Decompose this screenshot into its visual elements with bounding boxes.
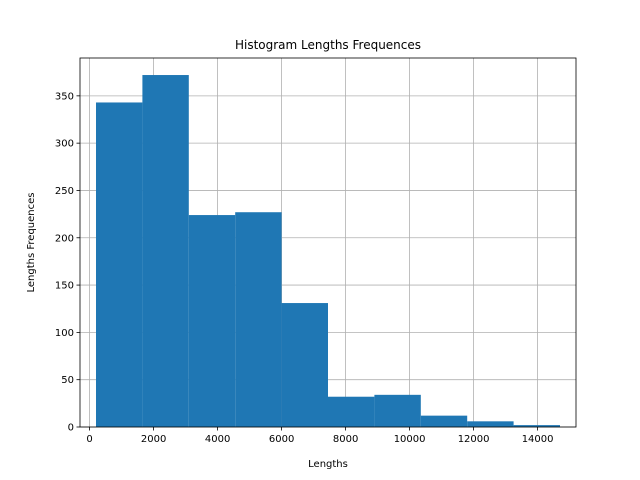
x-tick-label: 4000: [205, 434, 230, 445]
histogram-bar-2: [142, 75, 189, 428]
y-axis-title: Lengths Frequences: [26, 193, 37, 293]
y-tick-label: 200: [55, 233, 74, 244]
plot-frame: [79, 57, 577, 428]
x-tick-label: 8000: [333, 434, 358, 445]
x-axis-title: Lengths: [308, 459, 348, 470]
histogram-bar-1: [96, 102, 143, 427]
x-tick-label: 14000: [522, 434, 554, 445]
x-tick-label: 12000: [458, 434, 490, 445]
x-tick-label: 2000: [141, 434, 166, 445]
histogram-bar-5: [281, 303, 328, 427]
histogram-bar-8: [420, 415, 468, 427]
y-tick-label: 150: [55, 281, 74, 292]
histogram-bars: [96, 75, 560, 428]
histogram-bar-4: [235, 212, 282, 427]
histogram-bar-10: [513, 425, 560, 427]
y-tick-label: 250: [55, 186, 74, 197]
histogram-bar-3: [188, 215, 236, 427]
x-tick-label: 6000: [269, 434, 294, 445]
chart-title: Histogram Lengths Frequences: [235, 38, 421, 52]
histogram-bar-6: [328, 396, 375, 427]
y-tick-label: 0: [68, 423, 74, 434]
histogram-bar-9: [467, 421, 514, 427]
y-tick-label: 50: [61, 375, 74, 386]
axis-ticks: 0 2000 4000 6000 8000 10000 12000 14000 0 50 100 15…: [55, 91, 554, 445]
histogram-bar-7: [374, 394, 421, 427]
x-tick-label: 0: [86, 434, 92, 445]
x-tick-label: 10000: [394, 434, 426, 445]
y-tick-label: 100: [55, 328, 74, 339]
y-tick-label: 350: [55, 91, 74, 102]
y-tick-label: 300: [55, 139, 74, 150]
